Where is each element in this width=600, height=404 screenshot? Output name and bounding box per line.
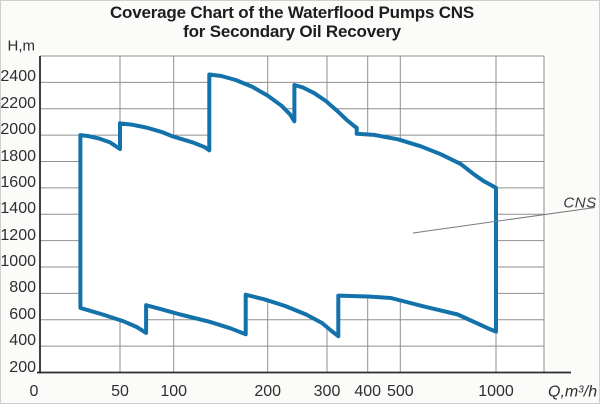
y-tick-label-200: 200 — [9, 358, 36, 376]
cns-series-label: CNS — [563, 194, 597, 212]
x-tick-label-400: 400 — [354, 383, 382, 400]
cns-leader-line — [412, 207, 596, 234]
cns-coverage-envelope — [78, 72, 498, 339]
chart-title-line1: Coverage Chart of the Waterflood Pumps C… — [109, 3, 475, 22]
y-tick-label-400: 400 — [9, 332, 36, 350]
y-tick-label-1600: 1600 — [0, 173, 36, 191]
x-tick-label-500: 500 — [386, 383, 414, 400]
x-axis-unit-label: Q,m3/h — [548, 383, 598, 401]
x-tick-label-300: 300 — [313, 383, 341, 400]
y-tick-label-2400: 2400 — [0, 68, 36, 86]
y-tick-label-1800: 1800 — [0, 147, 36, 165]
x-tick-label-1000: 1000 — [478, 383, 514, 400]
y-tick-label-600: 600 — [9, 305, 36, 323]
x-tick-label-100: 100 — [160, 383, 188, 400]
x-origin-label: 0 — [29, 383, 39, 400]
chart-title: Coverage Chart of the Waterflood Pumps C… — [1, 3, 583, 41]
y-tick-label-800: 800 — [9, 279, 36, 297]
y-tick-label-2200: 2200 — [0, 94, 36, 112]
chart-title-line2: for Secondary Oil Recovery — [183, 22, 401, 41]
x-tick-label-50: 50 — [111, 383, 129, 400]
y-axis-unit-label: H,m — [7, 37, 36, 55]
y-tick-label-1000: 1000 — [0, 253, 36, 270]
y-tick-label-2000: 2000 — [0, 121, 36, 139]
x-axis-unit-superscript: 3 — [578, 384, 584, 396]
y-tick-label-1400: 1400 — [0, 200, 36, 218]
y-tick-label-1200: 1200 — [0, 226, 36, 244]
x-tick-label-200: 200 — [254, 383, 282, 400]
